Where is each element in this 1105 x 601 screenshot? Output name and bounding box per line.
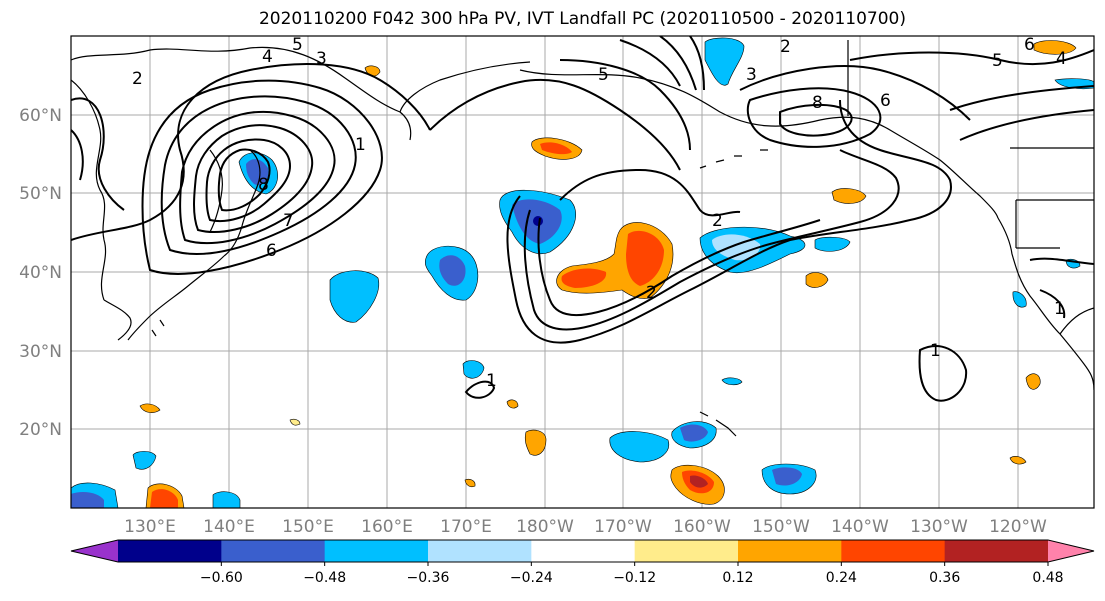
latitude-labels: 60°N 50°N 40°N 30°N 20°N xyxy=(19,106,62,440)
colorbar-segment xyxy=(428,540,532,562)
svg-text:2: 2 xyxy=(712,211,723,231)
colorbar-tick-label: 0.48 xyxy=(1032,570,1063,586)
colorbar-tick-label: −0.24 xyxy=(510,570,553,586)
pv-contours xyxy=(71,36,1094,402)
pc-shading xyxy=(71,37,1094,508)
colorbar-segment xyxy=(634,540,739,562)
colorbar-tick-label: −0.12 xyxy=(613,570,656,586)
lon-label: 140°E xyxy=(203,517,255,537)
colorbar-segment xyxy=(118,540,222,562)
lon-label: 120°W xyxy=(989,517,1047,537)
lon-label: 130°E xyxy=(124,517,176,537)
colorbar-segment xyxy=(738,540,842,562)
colorbar-tick-label: 0.12 xyxy=(722,570,753,586)
svg-text:6: 6 xyxy=(1024,35,1035,55)
svg-text:4: 4 xyxy=(1056,49,1067,69)
lat-label: 50°N xyxy=(19,184,62,204)
lon-label: 160°W xyxy=(673,517,731,537)
svg-text:5: 5 xyxy=(292,35,303,55)
colorbar-segment xyxy=(324,540,429,562)
svg-text:1: 1 xyxy=(1054,299,1065,319)
svg-text:8: 8 xyxy=(258,175,269,195)
svg-text:4: 4 xyxy=(262,47,273,67)
map-frame xyxy=(70,35,1095,509)
colorbar-tick-label: −0.36 xyxy=(407,570,450,586)
svg-text:6: 6 xyxy=(880,91,891,111)
svg-text:1: 1 xyxy=(930,341,941,361)
lat-label: 40°N xyxy=(19,263,62,283)
figure-title: 2020110200 F042 300 hPa PV, IVT Landfall… xyxy=(258,9,906,29)
lon-label: 140°W xyxy=(831,517,889,537)
lon-label: 170°E xyxy=(440,517,492,537)
colorbar-tick-label: 0.24 xyxy=(826,570,857,586)
colorbar-extend-min xyxy=(71,540,118,562)
colorbar-tick-label: −0.60 xyxy=(200,570,243,586)
colorbar-segment xyxy=(841,540,946,562)
lat-label: 20°N xyxy=(19,420,62,440)
colorbar-tick-label: 0.36 xyxy=(929,570,960,586)
svg-text:2: 2 xyxy=(646,283,657,303)
lon-label: 130°W xyxy=(910,517,968,537)
colorbar-segment xyxy=(531,540,636,562)
lat-label: 30°N xyxy=(19,342,62,362)
svg-text:2: 2 xyxy=(132,69,143,89)
lon-label: 150°W xyxy=(752,517,810,537)
colorbar-outline xyxy=(70,539,1095,563)
svg-text:1: 1 xyxy=(355,135,366,155)
svg-text:5: 5 xyxy=(992,51,1003,71)
lon-label: 180°W xyxy=(516,517,574,537)
colorbar-segment xyxy=(944,540,1049,562)
svg-text:2: 2 xyxy=(780,37,791,57)
lon-label: 150°E xyxy=(282,517,334,537)
svg-text:6: 6 xyxy=(266,241,277,261)
contour-labels: 4 5 3 2 1 7 6 8 5 3 2 8 6 4 6 5 2 2 1 1 … xyxy=(132,35,1067,391)
colorbar-ticks: −0.60 −0.48 −0.36 −0.24 −0.12 0.12 0.24 0.36 0.4… xyxy=(200,562,1064,586)
lat-label: 60°N xyxy=(19,106,62,126)
svg-text:5: 5 xyxy=(598,65,609,85)
colorbar xyxy=(70,539,1095,563)
colorbar-tick-label: −0.48 xyxy=(303,570,346,586)
colorbar-segment xyxy=(221,540,326,562)
lon-label: 170°W xyxy=(594,517,652,537)
lon-label: 160°E xyxy=(361,517,413,537)
svg-text:8: 8 xyxy=(812,93,823,113)
svg-text:3: 3 xyxy=(746,65,757,85)
longitude-labels: 130°E 140°E 150°E 160°E 170°E 180°W 170°… xyxy=(124,517,1047,537)
svg-text:7: 7 xyxy=(283,211,294,231)
svg-text:3: 3 xyxy=(316,49,327,69)
svg-text:1: 1 xyxy=(486,371,497,391)
colorbar-extend-max xyxy=(1048,540,1094,562)
